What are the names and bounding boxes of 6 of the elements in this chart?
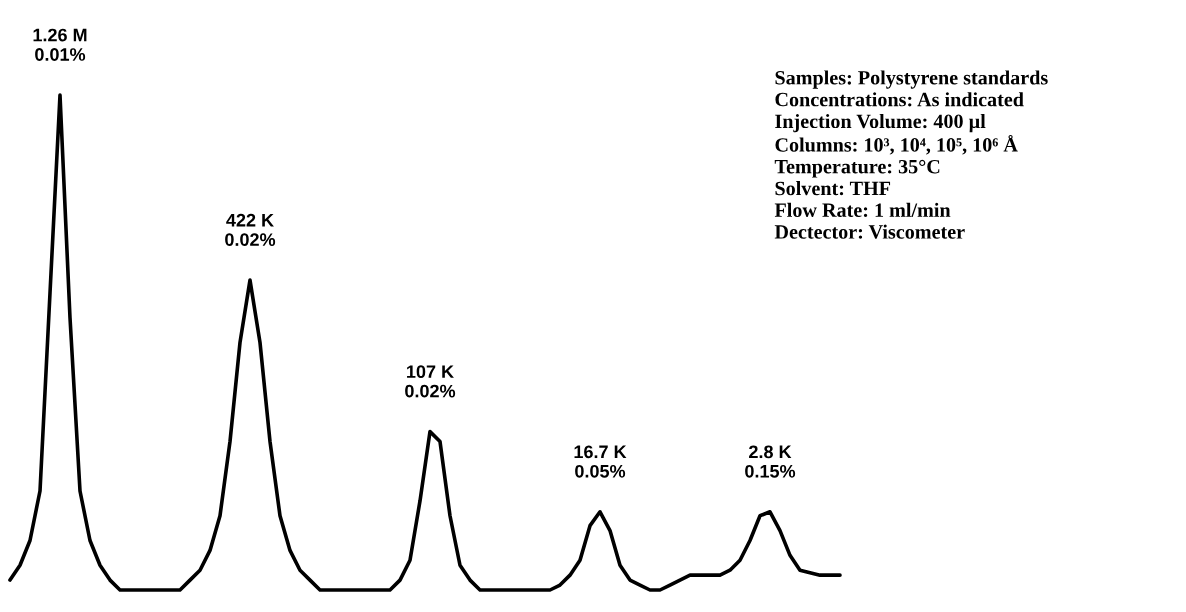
annotation: 422 K 0.02% — [225, 213, 276, 247]
annotation: 2.8 K 0.15% — [745, 445, 796, 478]
text: 1.26 M 0.01% — [33, 28, 87, 61]
annotation: 107 K 0.02% — [405, 365, 456, 398]
annotation: 16.7 K 0.05% — [574, 445, 627, 478]
annotation: Samples: Polystyrene standards Concentrations: As indicated Injection Volume: 400 µl Columns: 10³, 10⁴, 10⁵, 10⁶ Å Temperature: 35°C Solvent: THF Flow Rate: 1 ml/min Dectector: Viscometer — [774, 70, 1048, 239]
